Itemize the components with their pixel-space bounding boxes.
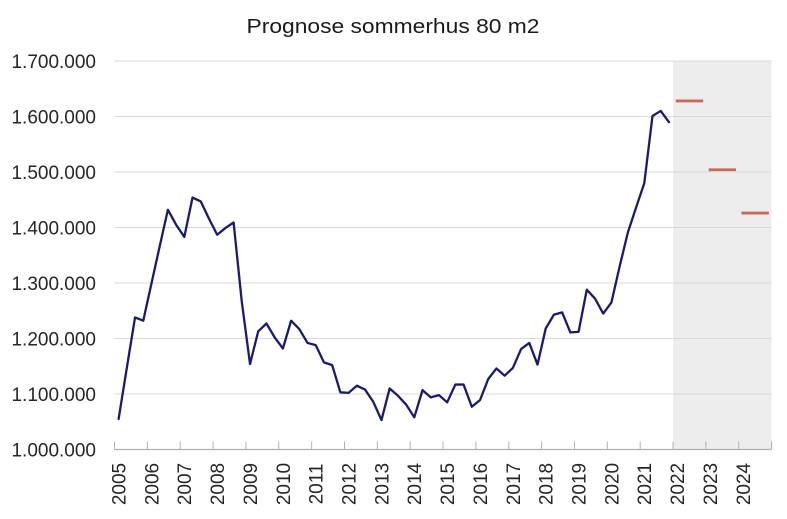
svg-text:Prognose sommerhus 80 m2: Prognose sommerhus 80 m2 [247,16,540,38]
svg-text:1.700.000: 1.700.000 [11,52,96,73]
svg-text:1.600.000: 1.600.000 [11,107,96,128]
svg-text:2015: 2015 [438,463,459,505]
svg-text:2017: 2017 [504,463,525,505]
svg-text:2014: 2014 [405,462,426,505]
svg-text:2023: 2023 [701,463,722,505]
svg-text:1.100.000: 1.100.000 [11,385,96,406]
svg-text:2008: 2008 [208,463,229,505]
svg-text:1.000.000: 1.000.000 [11,440,96,461]
svg-text:2009: 2009 [241,463,262,505]
svg-text:1.300.000: 1.300.000 [11,274,96,295]
svg-text:2007: 2007 [175,463,196,505]
svg-text:1.400.000: 1.400.000 [11,218,96,239]
svg-text:2013: 2013 [372,463,393,505]
svg-text:2019: 2019 [569,463,590,505]
svg-text:1.200.000: 1.200.000 [11,329,96,350]
svg-text:2010: 2010 [274,463,295,505]
svg-text:2024: 2024 [734,462,755,505]
svg-text:2018: 2018 [537,463,558,505]
svg-text:1.500.000: 1.500.000 [11,163,96,184]
svg-text:2021: 2021 [635,463,656,505]
svg-text:2020: 2020 [602,463,623,505]
svg-text:2016: 2016 [471,463,492,505]
svg-text:2012: 2012 [339,463,360,505]
svg-text:2011: 2011 [307,464,328,505]
svg-text:2005: 2005 [110,463,131,505]
svg-text:2006: 2006 [142,463,163,505]
svg-text:2022: 2022 [668,463,689,505]
